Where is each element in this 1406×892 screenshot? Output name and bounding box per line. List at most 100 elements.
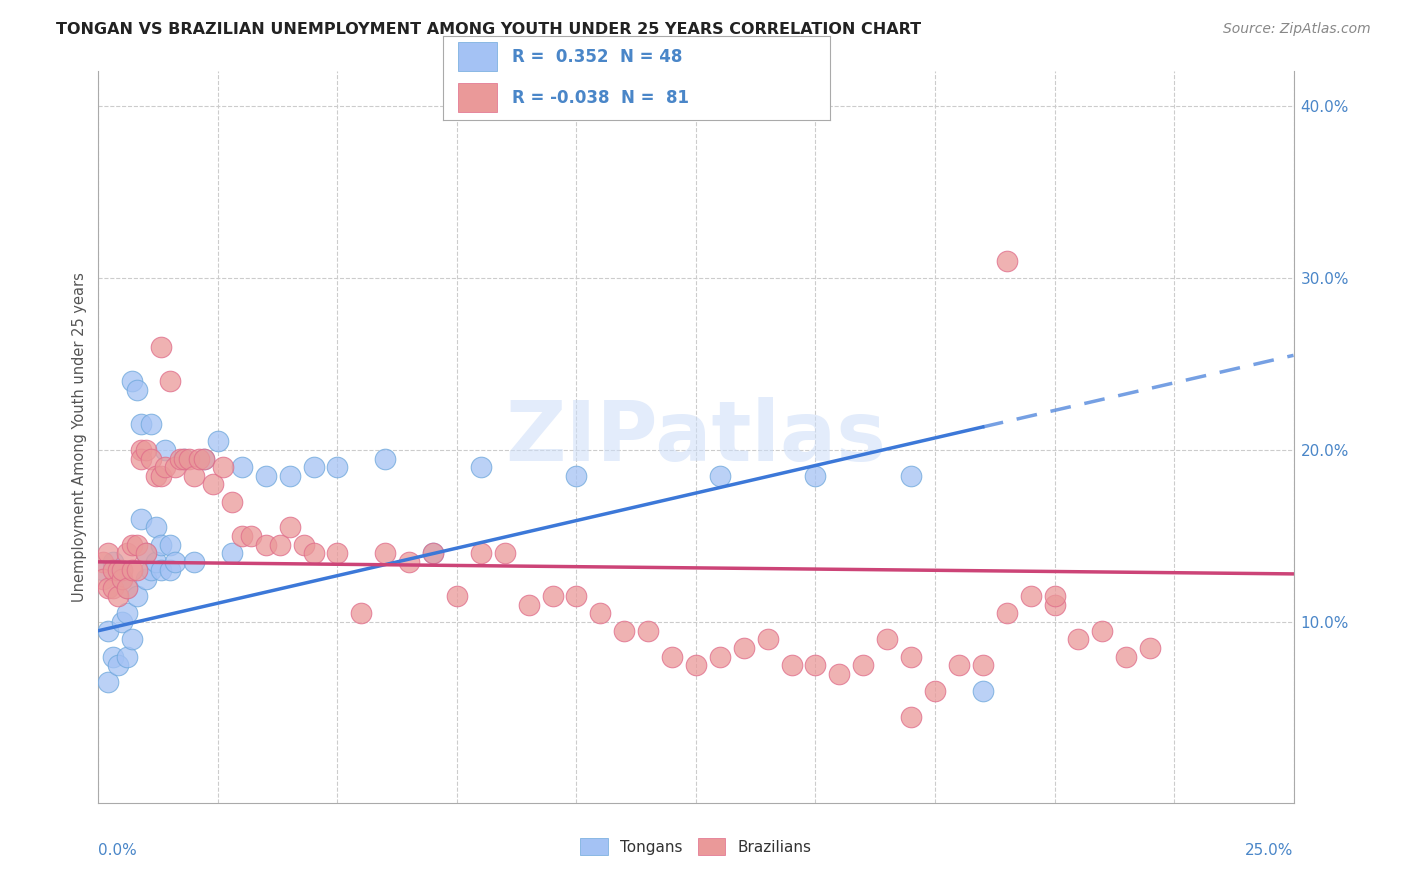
Point — [828, 666, 851, 681]
Point — [589, 607, 612, 621]
Point — [1091, 624, 1114, 638]
Point — [135, 572, 157, 586]
Point — [1043, 598, 1066, 612]
Point — [193, 451, 215, 466]
Point — [422, 546, 444, 560]
Point — [254, 538, 277, 552]
Point — [131, 451, 153, 466]
Point — [125, 564, 148, 578]
Point — [924, 684, 946, 698]
Bar — [458, 83, 498, 112]
Point — [159, 564, 181, 578]
Point — [972, 658, 994, 673]
Point — [101, 564, 124, 578]
Point — [121, 538, 143, 552]
Point — [398, 555, 420, 569]
Point — [131, 512, 153, 526]
Point — [115, 581, 138, 595]
Point — [145, 555, 167, 569]
Point — [470, 460, 492, 475]
Point — [292, 538, 315, 552]
Point — [231, 460, 253, 475]
Point — [101, 581, 124, 595]
Point — [111, 615, 134, 629]
Point — [107, 564, 129, 578]
Point — [91, 555, 114, 569]
Point — [173, 451, 195, 466]
Point — [155, 442, 177, 457]
Text: TONGAN VS BRAZILIAN UNEMPLOYMENT AMONG YOUTH UNDER 25 YEARS CORRELATION CHART: TONGAN VS BRAZILIAN UNEMPLOYMENT AMONG Y… — [56, 22, 921, 37]
Point — [494, 546, 516, 560]
Point — [565, 589, 588, 603]
Point — [193, 451, 215, 466]
Point — [240, 529, 263, 543]
Point — [101, 649, 124, 664]
Point — [995, 607, 1018, 621]
Point — [804, 658, 827, 673]
Point — [115, 607, 138, 621]
Point — [202, 477, 225, 491]
Point — [422, 546, 444, 560]
Point — [97, 675, 120, 690]
Bar — [458, 43, 498, 71]
Point — [207, 434, 229, 449]
Text: R = -0.038  N =  81: R = -0.038 N = 81 — [512, 88, 689, 106]
Point — [183, 555, 205, 569]
Point — [125, 538, 148, 552]
Point — [269, 538, 291, 552]
Point — [637, 624, 659, 638]
Point — [115, 546, 138, 560]
Point — [121, 632, 143, 647]
Point — [1019, 589, 1042, 603]
Point — [948, 658, 970, 673]
Point — [852, 658, 875, 673]
Point — [876, 632, 898, 647]
Y-axis label: Unemployment Among Youth under 25 years: Unemployment Among Youth under 25 years — [72, 272, 87, 602]
Point — [374, 546, 396, 560]
Legend: Tongans, Brazilians: Tongans, Brazilians — [574, 832, 818, 861]
Point — [613, 624, 636, 638]
Point — [221, 546, 243, 560]
Point — [780, 658, 803, 673]
Point — [139, 451, 162, 466]
Point — [125, 589, 148, 603]
Point — [302, 546, 325, 560]
Point — [804, 468, 827, 483]
Point — [709, 649, 731, 664]
Point — [115, 649, 138, 664]
Point — [145, 520, 167, 534]
Point — [145, 468, 167, 483]
Point — [350, 607, 373, 621]
Point — [131, 417, 153, 432]
Point — [121, 564, 143, 578]
Point — [159, 538, 181, 552]
Point — [149, 468, 172, 483]
Point — [211, 460, 233, 475]
Point — [1043, 589, 1066, 603]
Point — [111, 572, 134, 586]
Point — [565, 468, 588, 483]
Point — [995, 253, 1018, 268]
Point — [135, 442, 157, 457]
Point — [278, 468, 301, 483]
Text: 0.0%: 0.0% — [98, 843, 138, 858]
Point — [97, 546, 120, 560]
Point — [1139, 640, 1161, 655]
Point — [121, 374, 143, 388]
Point — [179, 451, 201, 466]
Point — [221, 494, 243, 508]
Point — [111, 564, 134, 578]
Point — [173, 451, 195, 466]
Point — [139, 417, 162, 432]
Point — [163, 460, 186, 475]
Text: Source: ZipAtlas.com: Source: ZipAtlas.com — [1223, 22, 1371, 37]
Point — [169, 451, 191, 466]
Point — [685, 658, 707, 673]
Point — [326, 460, 349, 475]
Point — [733, 640, 755, 655]
Point — [972, 684, 994, 698]
Point — [1115, 649, 1137, 664]
Point — [254, 468, 277, 483]
Point — [278, 520, 301, 534]
Point — [900, 468, 922, 483]
